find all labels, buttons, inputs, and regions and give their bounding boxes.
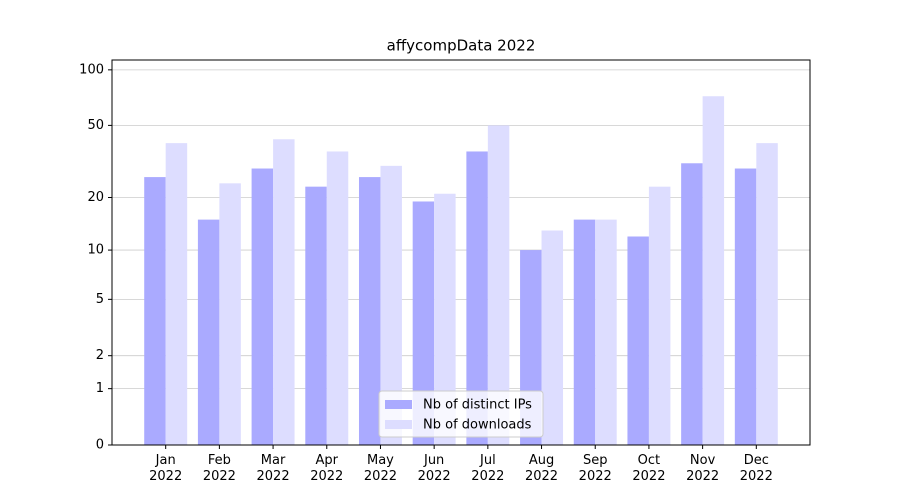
bar	[251, 168, 274, 445]
x-tick-label: Dec 2022	[739, 453, 773, 484]
plot-frame	[111, 59, 811, 446]
y-tick-label: 1	[96, 381, 104, 396]
bar	[326, 151, 349, 446]
x-tick-label: Jan 2022	[149, 453, 183, 484]
legend-label: Nb of distinct IPs	[423, 398, 532, 413]
x-tick-label: Apr 2022	[310, 453, 344, 484]
bar	[734, 168, 757, 445]
x-tick-label: May 2022	[363, 453, 397, 484]
bar	[627, 236, 649, 445]
legend-swatch	[385, 400, 412, 409]
x-tick-label: Sep 2022	[578, 453, 612, 484]
bar	[380, 165, 402, 445]
bar	[305, 186, 327, 446]
x-tick-label: Jul 2022	[471, 453, 505, 484]
bar	[144, 177, 166, 445]
bar	[648, 186, 671, 446]
bar	[273, 139, 295, 445]
x-tick-label: Nov 2022	[686, 453, 720, 484]
y-tick-label: 20	[87, 190, 104, 205]
bar	[466, 151, 488, 446]
x-tick-label: Oct 2022	[632, 453, 666, 484]
x-tick-label: Feb 2022	[202, 453, 236, 484]
bar	[756, 143, 778, 445]
y-tick-label: 5	[96, 292, 104, 307]
y-tick-label: 2	[96, 348, 104, 363]
chart-title: affycompData 2022	[387, 37, 536, 55]
bar	[434, 193, 456, 445]
bar	[165, 143, 188, 445]
bar	[487, 125, 510, 445]
legend-label: Nb of downloads	[423, 418, 532, 433]
bar	[702, 96, 725, 446]
bar	[541, 230, 564, 445]
legend-swatch	[385, 420, 412, 429]
bar	[595, 219, 617, 445]
bar	[219, 183, 241, 445]
bar	[358, 177, 381, 445]
bar	[412, 201, 435, 445]
x-tick-label: Aug 2022	[524, 453, 559, 484]
y-tick-label: 50	[87, 118, 104, 133]
bar	[681, 163, 703, 445]
bar	[573, 219, 596, 445]
y-tick-label: 0	[96, 438, 104, 453]
y-tick-label: 100	[79, 62, 104, 77]
x-tick-label: Mar 2022	[256, 453, 290, 484]
x-tick-label: Jun 2022	[417, 453, 451, 484]
bar	[197, 219, 220, 445]
legend-box	[378, 390, 544, 438]
y-tick-label: 10	[87, 243, 104, 258]
